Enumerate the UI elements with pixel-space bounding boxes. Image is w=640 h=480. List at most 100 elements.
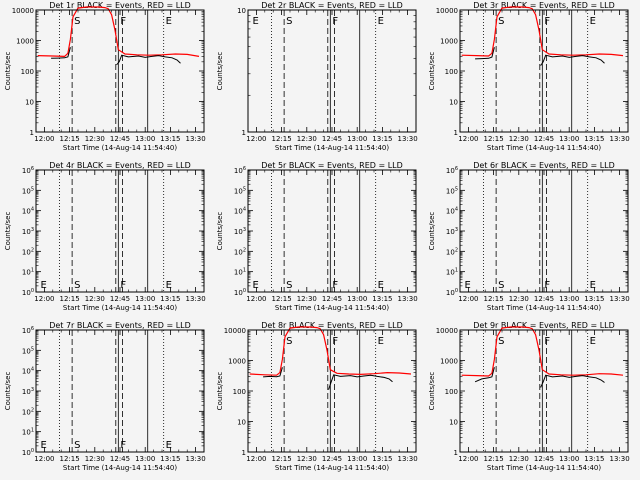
y-tick-label: 101 xyxy=(234,268,246,277)
data-series-line xyxy=(116,54,181,66)
x-tick-label: 12:45 xyxy=(322,455,342,463)
x-tick-label: 13:15 xyxy=(584,135,604,143)
event-marker-label: F xyxy=(332,280,338,291)
event-marker-label: E xyxy=(590,280,596,291)
event-marker-label: E xyxy=(378,336,384,347)
x-tick-label: 13:00 xyxy=(347,135,367,143)
x-tick-label: 12:15 xyxy=(272,135,292,143)
y-tick-label: 10000 xyxy=(224,327,246,335)
x-tick-label: 13:30 xyxy=(610,455,630,463)
x-tick-label: 13:15 xyxy=(584,295,604,303)
y-tick-label: 103 xyxy=(22,387,34,396)
y-tick-label: 1 xyxy=(454,449,458,457)
event-marker-label: E xyxy=(465,280,471,291)
event-marker-label: E xyxy=(590,16,596,27)
y-axis-label: Counts/sec xyxy=(216,212,224,251)
x-tick-label: 13:15 xyxy=(160,295,180,303)
event-marker-label: S xyxy=(74,280,80,291)
event-marker-label: E xyxy=(590,336,596,347)
x-tick-label: 12:30 xyxy=(509,295,529,303)
data-series-line xyxy=(328,374,393,390)
y-axis-label: Counts/sec xyxy=(4,212,12,251)
panel-title: Det 2r BLACK = Events, RED = LLD xyxy=(261,1,403,10)
data-series-line xyxy=(51,47,71,59)
x-tick-label: 13:30 xyxy=(398,135,418,143)
y-tick-label: 105 xyxy=(22,346,34,355)
y-axis-label: Counts/sec xyxy=(4,52,12,91)
data-series-line xyxy=(263,367,283,378)
data-series-line xyxy=(249,326,412,376)
y-tick-label: 103 xyxy=(234,227,246,236)
data-series-line xyxy=(475,47,495,60)
x-tick-label: 12:00 xyxy=(458,135,478,143)
y-tick-label: 102 xyxy=(22,407,34,416)
y-tick-label: 105 xyxy=(22,186,34,195)
y-tick-label: 105 xyxy=(446,186,458,195)
y-tick-label: 10 xyxy=(237,7,246,15)
panel-title: Det 1r BLACK = Events, RED = LLD xyxy=(49,1,191,10)
panel-title: Det 7r BLACK = Events, RED = LLD xyxy=(49,321,191,330)
x-axis-label: Start Time (14-Aug-14 11:54:40) xyxy=(487,144,601,152)
event-marker-label: S xyxy=(498,336,504,347)
event-marker-label: S xyxy=(74,440,80,451)
x-tick-label: 13:00 xyxy=(347,295,367,303)
x-tick-label: 12:00 xyxy=(246,455,266,463)
y-tick-label: 100 xyxy=(233,388,246,396)
y-tick-label: 106 xyxy=(234,166,246,175)
panel-title: Det 9r BLACK = Events, RED = LLD xyxy=(473,321,615,330)
y-axis-label: Counts/sec xyxy=(428,212,436,251)
y-axis-label: Counts/sec xyxy=(4,372,12,411)
y-tick-label: 1000 xyxy=(16,38,34,46)
y-tick-label: 10 xyxy=(449,99,458,107)
x-tick-label: 13:15 xyxy=(372,455,392,463)
x-tick-label: 12:00 xyxy=(246,135,266,143)
detector-panel: Det 8r BLACK = Events, RED = LLD S F E 1 10 10… xyxy=(216,321,418,472)
y-tick-label: 102 xyxy=(22,247,34,256)
panel-title: Det 3r BLACK = Events, RED = LLD xyxy=(473,1,615,10)
y-tick-label: 10000 xyxy=(436,327,458,335)
y-tick-label: 1 xyxy=(242,129,246,137)
x-tick-label: 13:00 xyxy=(135,135,155,143)
y-tick-label: 101 xyxy=(22,428,34,437)
x-tick-label: 13:15 xyxy=(584,455,604,463)
x-tick-label: 13:00 xyxy=(135,295,155,303)
y-tick-label: 1 xyxy=(30,129,34,137)
y-tick-label: 102 xyxy=(234,247,246,256)
panel-title: Det 5r BLACK = Events, RED = LLD xyxy=(261,161,403,170)
event-marker-label: E xyxy=(166,16,172,27)
x-axis-label: Start Time (14-Aug-14 11:54:40) xyxy=(275,144,389,152)
x-tick-label: 12:30 xyxy=(509,455,529,463)
x-tick-label: 12:15 xyxy=(484,455,504,463)
x-tick-label: 13:30 xyxy=(186,135,206,143)
x-tick-label: 12:15 xyxy=(60,295,80,303)
x-tick-label: 12:00 xyxy=(34,455,54,463)
x-axis-label: Start Time (14-Aug-14 11:54:40) xyxy=(63,144,177,152)
x-tick-label: 12:15 xyxy=(484,295,504,303)
x-tick-label: 12:15 xyxy=(60,135,80,143)
y-axis-label: Counts/sec xyxy=(428,52,436,91)
y-tick-label: 104 xyxy=(22,367,34,376)
y-tick-label: 10000 xyxy=(436,7,458,15)
x-tick-label: 12:30 xyxy=(85,295,105,303)
x-tick-label: 12:30 xyxy=(297,135,317,143)
x-tick-label: 12:15 xyxy=(272,455,292,463)
x-tick-label: 12:15 xyxy=(484,135,504,143)
event-marker-label: E xyxy=(253,16,259,27)
event-marker-label: F xyxy=(544,16,550,27)
data-series-line xyxy=(474,367,495,383)
x-tick-label: 13:15 xyxy=(372,295,392,303)
y-tick-label: 100 xyxy=(22,448,34,457)
y-tick-label: 100 xyxy=(21,68,34,76)
y-tick-label: 101 xyxy=(22,268,34,277)
data-series-line xyxy=(540,54,605,66)
x-tick-label: 12:45 xyxy=(110,455,130,463)
y-tick-label: 10 xyxy=(25,99,34,107)
x-tick-label: 12:45 xyxy=(534,135,554,143)
event-marker-label: E xyxy=(378,280,384,291)
y-tick-label: 105 xyxy=(234,186,246,195)
